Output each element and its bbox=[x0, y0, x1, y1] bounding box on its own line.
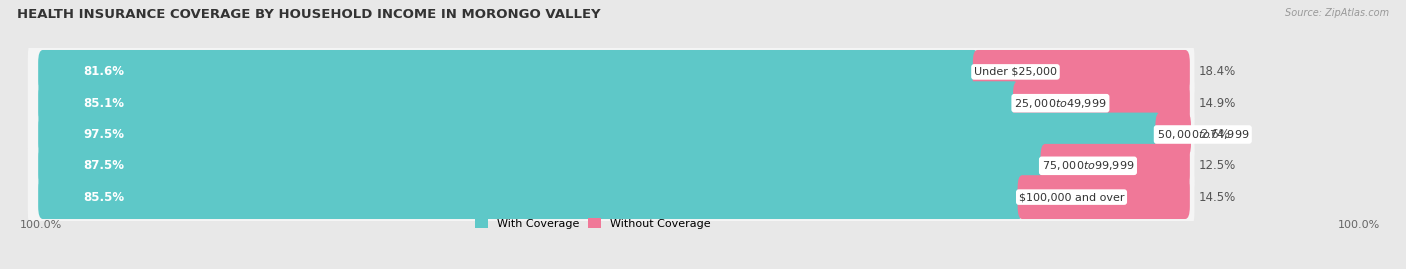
Text: $100,000 and over: $100,000 and over bbox=[1019, 192, 1125, 202]
Text: 87.5%: 87.5% bbox=[83, 159, 124, 172]
Text: 12.5%: 12.5% bbox=[1199, 159, 1236, 172]
Text: HEALTH INSURANCE COVERAGE BY HOUSEHOLD INCOME IN MORONGO VALLEY: HEALTH INSURANCE COVERAGE BY HOUSEHOLD I… bbox=[17, 8, 600, 21]
FancyBboxPatch shape bbox=[1156, 113, 1191, 156]
Text: Under $25,000: Under $25,000 bbox=[974, 67, 1057, 77]
Text: 14.9%: 14.9% bbox=[1199, 97, 1236, 110]
Text: 100.0%: 100.0% bbox=[20, 220, 62, 230]
FancyBboxPatch shape bbox=[38, 113, 1161, 156]
Text: 85.1%: 85.1% bbox=[83, 97, 124, 110]
FancyBboxPatch shape bbox=[973, 50, 1189, 94]
Text: Source: ZipAtlas.com: Source: ZipAtlas.com bbox=[1285, 8, 1389, 18]
Text: $75,000 to $99,999: $75,000 to $99,999 bbox=[1042, 159, 1135, 172]
FancyBboxPatch shape bbox=[28, 96, 1195, 173]
Text: 14.5%: 14.5% bbox=[1199, 191, 1236, 204]
FancyBboxPatch shape bbox=[1012, 81, 1189, 125]
Text: 100.0%: 100.0% bbox=[1339, 220, 1381, 230]
FancyBboxPatch shape bbox=[38, 175, 1024, 219]
Text: $25,000 to $49,999: $25,000 to $49,999 bbox=[1014, 97, 1107, 110]
Text: 81.6%: 81.6% bbox=[83, 65, 124, 78]
Legend: With Coverage, Without Coverage: With Coverage, Without Coverage bbox=[475, 218, 711, 229]
FancyBboxPatch shape bbox=[28, 158, 1195, 236]
FancyBboxPatch shape bbox=[1018, 175, 1189, 219]
FancyBboxPatch shape bbox=[38, 144, 1046, 188]
FancyBboxPatch shape bbox=[38, 50, 979, 94]
FancyBboxPatch shape bbox=[38, 81, 1019, 125]
FancyBboxPatch shape bbox=[28, 127, 1195, 205]
Text: 18.4%: 18.4% bbox=[1199, 65, 1236, 78]
Text: $50,000 to $74,999: $50,000 to $74,999 bbox=[1157, 128, 1249, 141]
Text: 97.5%: 97.5% bbox=[83, 128, 124, 141]
Text: 85.5%: 85.5% bbox=[83, 191, 124, 204]
Text: 2.6%: 2.6% bbox=[1201, 128, 1230, 141]
FancyBboxPatch shape bbox=[28, 64, 1195, 142]
FancyBboxPatch shape bbox=[1040, 144, 1189, 188]
FancyBboxPatch shape bbox=[28, 33, 1195, 111]
